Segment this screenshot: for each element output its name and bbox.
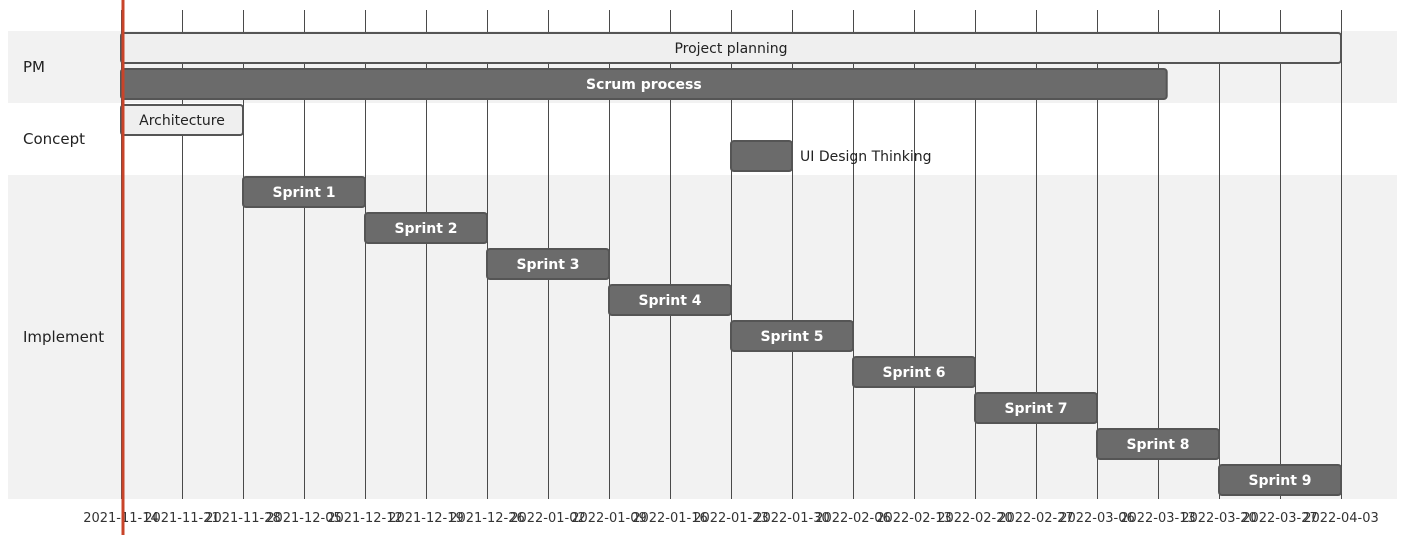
task-label-architecture: Architecture	[139, 113, 225, 129]
task-label-sprint-3: Sprint 3	[516, 257, 579, 273]
x-tick-label: 2022-02-27	[998, 511, 1074, 526]
x-tick-label: 2021-12-12	[327, 511, 403, 526]
task-bar-sprint-5	[730, 320, 854, 352]
task-bar-sprint-7	[974, 392, 1098, 424]
task-bar-architecture	[120, 104, 244, 136]
x-tick-label: 2022-03-27	[1242, 511, 1318, 526]
x-tick-label: 2022-02-06	[815, 511, 891, 526]
task-bar-scrum-process	[120, 68, 1168, 100]
x-tick-label: 2022-03-13	[1120, 511, 1196, 526]
section-label-pm: PM	[23, 58, 45, 76]
x-tick-label: 2022-01-02	[510, 511, 586, 526]
x-tick-label: 2022-01-09	[571, 511, 647, 526]
task-bar-ui-design-thinking	[730, 140, 793, 172]
task-label-sprint-6: Sprint 6	[882, 365, 945, 381]
task-label-project-planning: Project planning	[674, 41, 787, 57]
x-tick-label: 2021-11-21	[144, 511, 220, 526]
task-bar-project-planning	[120, 32, 1342, 64]
task-label-sprint-4: Sprint 4	[638, 293, 701, 309]
x-tick-label: 2022-02-20	[937, 511, 1013, 526]
x-tick-label: 2022-01-23	[693, 511, 769, 526]
task-bar-sprint-1	[242, 176, 366, 208]
x-tick-label: 2021-12-26	[449, 511, 525, 526]
x-tick-label: 2022-01-16	[632, 511, 708, 526]
x-axis-tick-labels: 2021-11-142021-11-212021-11-282021-12-05…	[83, 511, 1379, 526]
x-tick-label: 2022-02-13	[876, 511, 952, 526]
section-label-implement: Implement	[23, 328, 104, 346]
task-label-sprint-5: Sprint 5	[760, 329, 823, 345]
task-label-sprint-8: Sprint 8	[1126, 437, 1189, 453]
x-tick-label: 2021-12-05	[266, 511, 342, 526]
task-label-sprint-9: Sprint 9	[1248, 473, 1311, 489]
x-tick-label: 2022-03-20	[1181, 511, 1257, 526]
x-tick-label: 2022-04-03	[1303, 511, 1379, 526]
task-bar-sprint-8	[1096, 428, 1220, 460]
x-tick-label: 2021-11-28	[205, 511, 281, 526]
task-label-sprint-1: Sprint 1	[272, 185, 335, 201]
task-bar-sprint-2	[364, 212, 488, 244]
task-bar-sprint-4	[608, 284, 732, 316]
task-bars: Project planning Scrum process Architectur…	[120, 32, 1342, 496]
task-label-scrum-process: Scrum process	[586, 77, 702, 93]
x-tick-label: 2022-01-30	[754, 511, 830, 526]
x-tick-label: 2021-12-19	[388, 511, 464, 526]
task-label-sprint-7: Sprint 7	[1004, 401, 1067, 417]
task-label-sprint-2: Sprint 2	[394, 221, 457, 237]
task-bar-sprint-6	[852, 356, 976, 388]
section-label-concept: Concept	[23, 130, 85, 148]
x-tick-label: 2021-11-14	[83, 511, 159, 526]
section-labels: PM Concept Implement	[23, 58, 104, 346]
task-bar-sprint-3	[486, 248, 610, 280]
task-bar-sprint-9	[1218, 464, 1342, 496]
x-tick-label: 2022-03-06	[1059, 511, 1135, 526]
task-label-ui-design-thinking: UI Design Thinking	[800, 149, 932, 165]
